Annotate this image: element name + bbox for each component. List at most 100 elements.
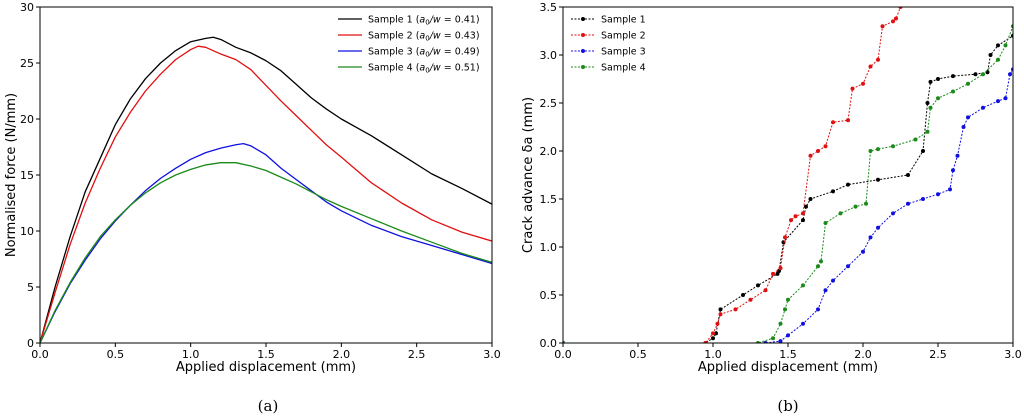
- data-point: [996, 57, 1000, 62]
- data-point: [921, 197, 925, 201]
- data-point: [831, 120, 835, 125]
- legend-ratio: = 0.49): [441, 47, 480, 58]
- data-point: [778, 266, 783, 271]
- x-tick-label: 1.0: [704, 348, 722, 361]
- data-point: [955, 153, 960, 158]
- data-point: [801, 218, 805, 223]
- data-point: [801, 283, 805, 288]
- data-point: [928, 79, 933, 84]
- data-point: [801, 321, 805, 326]
- data-point: [913, 137, 918, 142]
- legend-label: Sample 4 (a0/w = 0.51): [368, 63, 480, 75]
- series-line-1: [40, 36, 492, 343]
- data-point: [876, 225, 880, 230]
- legend-sub: 0: [425, 19, 429, 27]
- x-tick-label: 0.0: [31, 348, 49, 361]
- data-point: [846, 182, 850, 187]
- data-point: [786, 333, 790, 338]
- data-point: [718, 307, 723, 312]
- y-axis-label: Normalised force (N/mm): [4, 93, 19, 257]
- data-point: [951, 168, 955, 173]
- data-point: [804, 204, 808, 209]
- legend-name: Sample 2 (: [368, 31, 419, 42]
- data-point: [961, 125, 966, 129]
- data-point: [876, 57, 880, 62]
- legend-label: Sample 3 (a0/w = 0.49): [368, 47, 480, 59]
- x-tick-label: 2.0: [333, 348, 351, 361]
- data-point: [1003, 43, 1008, 48]
- data-point: [925, 101, 930, 105]
- y-tick-label: 3.5: [540, 1, 558, 14]
- y-tick-label: 15: [20, 169, 34, 182]
- legend-marker: [581, 65, 585, 69]
- legend-ratio: = 0.41): [441, 15, 480, 26]
- y-tick-label: 30: [20, 1, 34, 14]
- legend-var: a: [419, 63, 425, 74]
- y-tick-label: 0: [27, 337, 34, 350]
- y-axis-label: Crack advance δa (mm): [521, 97, 536, 253]
- legend-var-w: /w: [429, 63, 441, 74]
- data-point: [816, 307, 820, 312]
- legend-marker: [581, 33, 585, 37]
- legend-marker: [581, 49, 585, 53]
- data-point: [823, 144, 828, 149]
- legend-label: Sample 2 (a0/w = 0.43): [368, 31, 480, 43]
- data-point: [711, 331, 715, 336]
- data-point: [891, 144, 895, 149]
- data-point: [823, 288, 828, 293]
- chart-b: 0.0 0.5 1.0 1.5 2.0 2.5 3.0 0.0 0.5 1.0 1.5 2.0 2.5 3…: [521, 1, 1022, 375]
- data-point: [748, 297, 753, 302]
- y-tick-label: 1.5: [540, 193, 558, 206]
- data-point: [925, 129, 930, 134]
- x-tick-label: 2.5: [929, 348, 947, 361]
- data-point: [715, 321, 720, 326]
- data-point: [771, 336, 775, 341]
- y-tick-label: 0.5: [540, 289, 558, 302]
- plot-area: [40, 36, 492, 343]
- x-tick-label: 3.0: [1004, 348, 1022, 361]
- data-point: [906, 201, 910, 206]
- x-tick-label: 1.5: [257, 348, 275, 361]
- data-point: [816, 149, 820, 153]
- y-tick-label: 3.0: [540, 49, 558, 62]
- y-tick-label: 10: [20, 225, 34, 238]
- data-point: [846, 264, 850, 269]
- y-tick-label: 25: [20, 57, 34, 70]
- legend-name: Sample 4 (: [368, 63, 419, 74]
- data-point: [894, 16, 898, 21]
- legend-var-w: /w: [429, 15, 441, 26]
- data-point: [868, 149, 873, 153]
- y-tick-label: 5: [27, 281, 34, 294]
- legend-var: a: [419, 47, 425, 58]
- legend-name: Sample 1 (: [368, 15, 419, 26]
- x-tick-label: 3.0: [483, 348, 501, 361]
- legend-var: a: [419, 31, 425, 42]
- series-line-1: [563, 35, 1013, 343]
- data-point: [906, 173, 910, 177]
- legend-sub: 0: [425, 51, 429, 59]
- data-point: [868, 64, 873, 69]
- data-point: [868, 235, 873, 240]
- y-tick-label: 2.0: [540, 145, 558, 158]
- data-point: [996, 43, 1000, 48]
- data-point: [850, 86, 855, 91]
- data-point: [853, 204, 858, 209]
- series-line-2: [40, 45, 492, 343]
- data-point: [823, 221, 828, 225]
- data-point: [936, 96, 940, 101]
- data-point: [763, 288, 768, 293]
- x-axis-label: Applied displacement (mm): [698, 360, 878, 375]
- data-point: [789, 218, 793, 223]
- data-point: [771, 271, 775, 276]
- data-point: [996, 99, 1000, 104]
- data-point: [793, 214, 798, 219]
- data-point: [966, 115, 970, 120]
- data-point: [1003, 96, 1008, 101]
- data-point: [880, 24, 885, 29]
- legend-label: Sample 1 (a0/w = 0.41): [368, 15, 480, 27]
- data-point: [864, 201, 868, 206]
- data-point: [714, 331, 718, 336]
- data-point: [966, 81, 970, 86]
- data-point: [988, 53, 993, 57]
- series-line-4: [563, 26, 1013, 343]
